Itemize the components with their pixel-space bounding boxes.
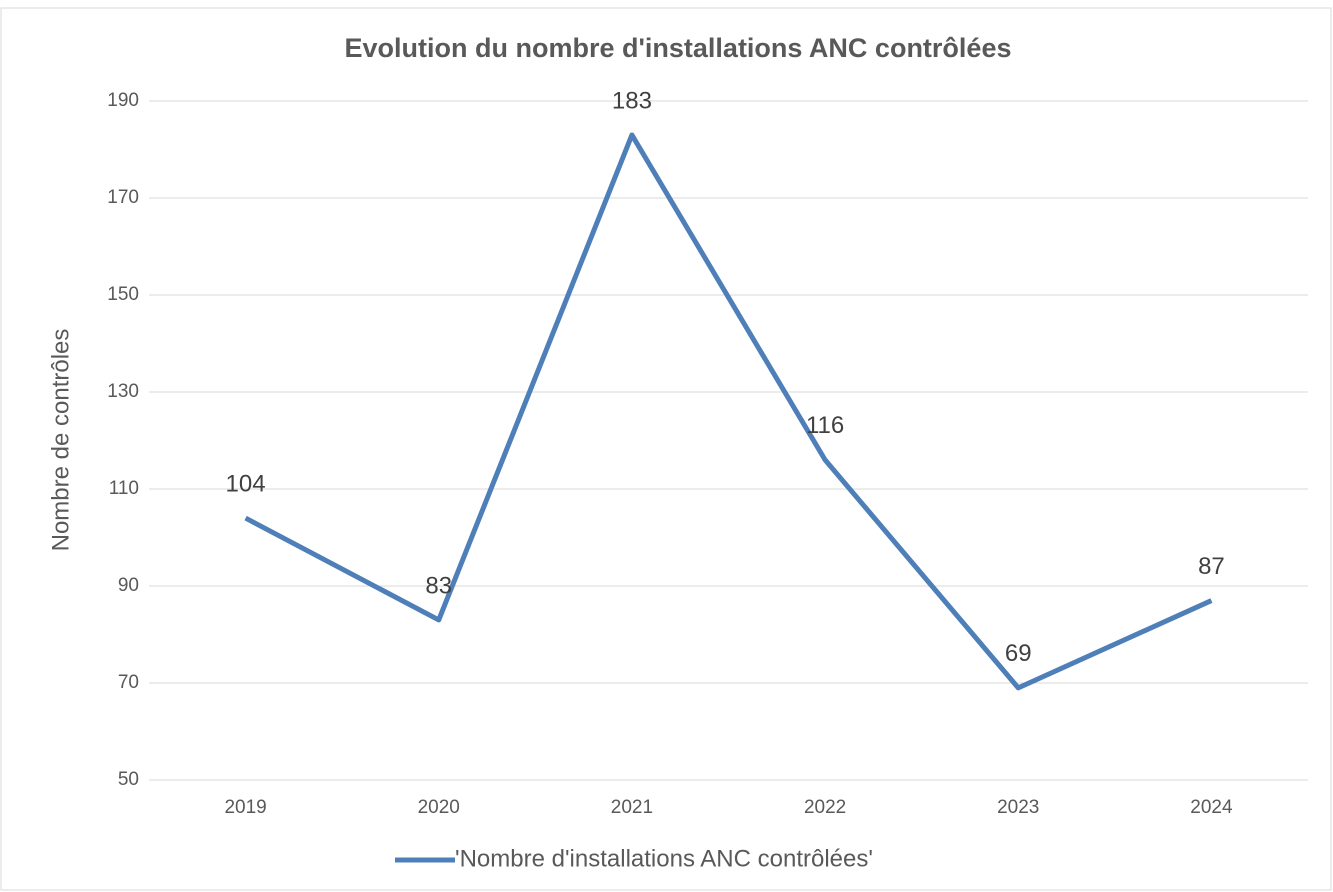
y-tick-label: 70 — [118, 672, 139, 693]
y-tick-label: 170 — [107, 187, 139, 208]
y-tick-label: 190 — [107, 90, 139, 111]
y-axis-label: Nombre de contrôles — [47, 329, 74, 552]
chart-border — [0, 7, 1332, 891]
chart-title: Evolution du nombre d'installations ANC … — [345, 33, 1012, 63]
x-tick-label: 2022 — [804, 797, 846, 818]
y-tick-label: 150 — [107, 284, 139, 305]
data-label: 69 — [1005, 640, 1032, 667]
legend-label: 'Nombre d'installations ANC contrôlées' — [455, 845, 873, 872]
y-tick-label: 90 — [118, 575, 139, 596]
x-tick-label: 2020 — [418, 797, 460, 818]
data-label: 116 — [806, 412, 844, 439]
x-tick-label: 2023 — [997, 797, 1039, 818]
y-tick-label: 110 — [109, 478, 139, 499]
y-tick-label: 50 — [118, 769, 139, 790]
data-label: 183 — [612, 87, 652, 114]
x-tick-label: 2024 — [1190, 797, 1233, 818]
y-tick-label: 130 — [107, 381, 139, 402]
data-line — [244, 132, 1213, 691]
x-tick-label: 2021 — [611, 797, 653, 818]
data-label: 87 — [1198, 553, 1225, 580]
x-tick-label: 2019 — [224, 797, 266, 818]
data-label: 83 — [425, 572, 452, 599]
data-label: 104 — [226, 470, 266, 497]
